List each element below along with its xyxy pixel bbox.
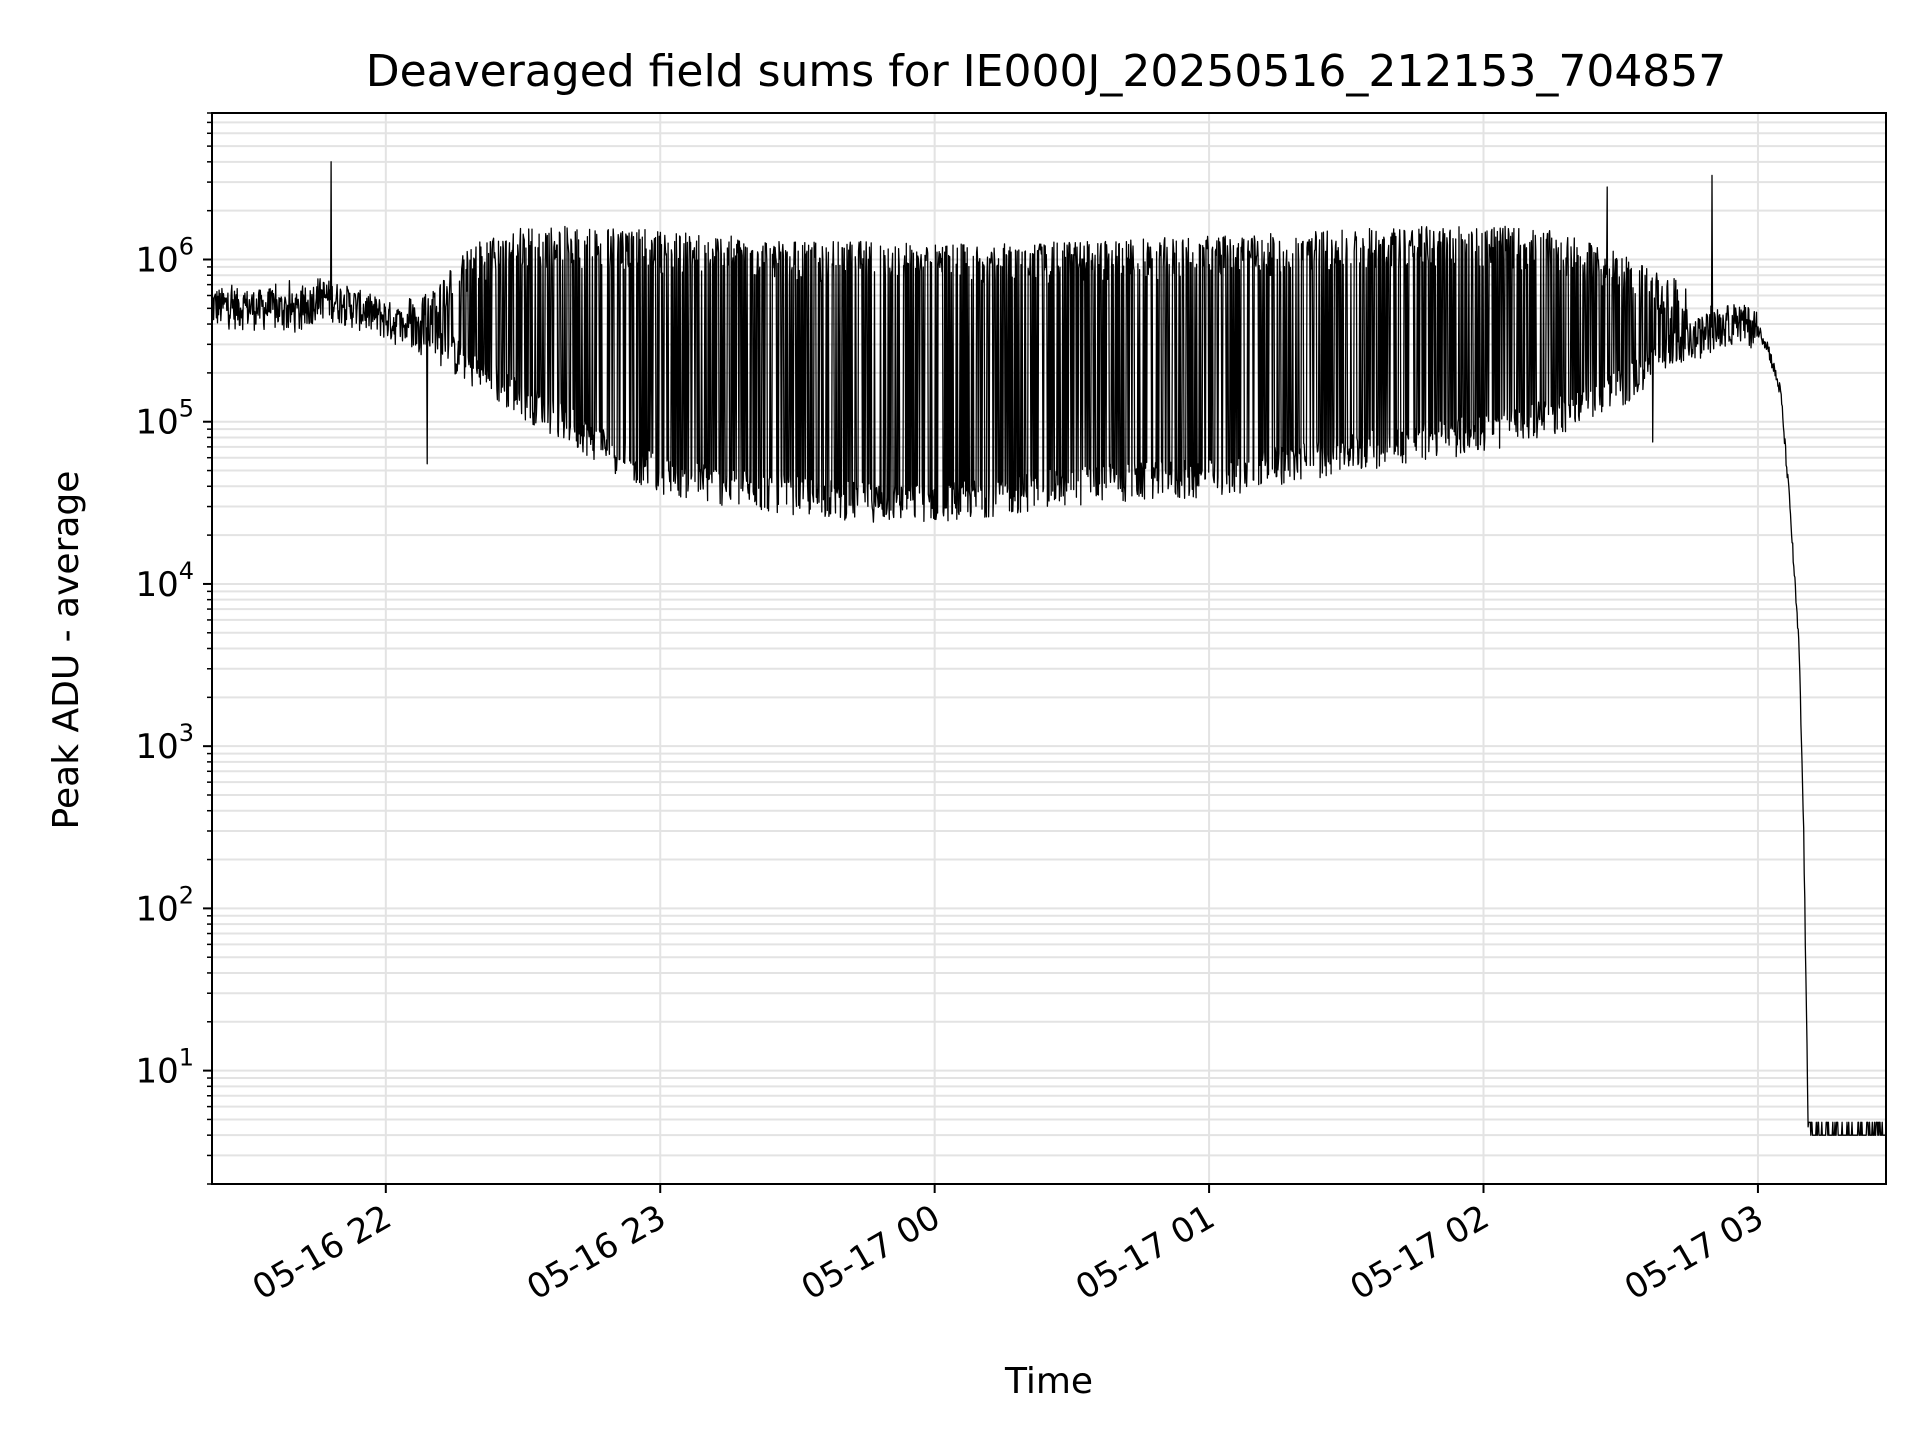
x-tick-label: 05-17 01 bbox=[1069, 1197, 1221, 1308]
y-tick-label: 102 bbox=[135, 881, 194, 929]
series-group bbox=[211, 161, 1887, 1136]
y-axis-label: Peak ADU - average bbox=[46, 471, 87, 830]
y-axis: 101 102 103 104 105 106 bbox=[135, 112, 212, 1185]
y-tick-label: 104 bbox=[135, 557, 194, 605]
chart-title: Deaveraged field sums for IE000J_2025051… bbox=[366, 46, 1727, 97]
series-line bbox=[211, 161, 1887, 1136]
x-axis: 05-16 22 05-16 23 05-17 00 05-17 01 05-17 02… bbox=[246, 1184, 1770, 1308]
x-tick-label: 05-16 22 bbox=[246, 1197, 398, 1308]
x-tick-label: 05-17 03 bbox=[1618, 1197, 1770, 1308]
x-tick-label: 05-17 00 bbox=[795, 1197, 947, 1308]
x-tick-label: 05-17 02 bbox=[1344, 1197, 1496, 1308]
x-tick-label: 05-16 23 bbox=[520, 1197, 672, 1308]
y-tick-label: 101 bbox=[135, 1044, 194, 1092]
y-tick-label: 103 bbox=[135, 719, 194, 767]
x-axis-label: Time bbox=[1004, 1361, 1093, 1402]
y-tick-label: 106 bbox=[135, 233, 194, 281]
y-tick-label: 105 bbox=[135, 395, 194, 443]
